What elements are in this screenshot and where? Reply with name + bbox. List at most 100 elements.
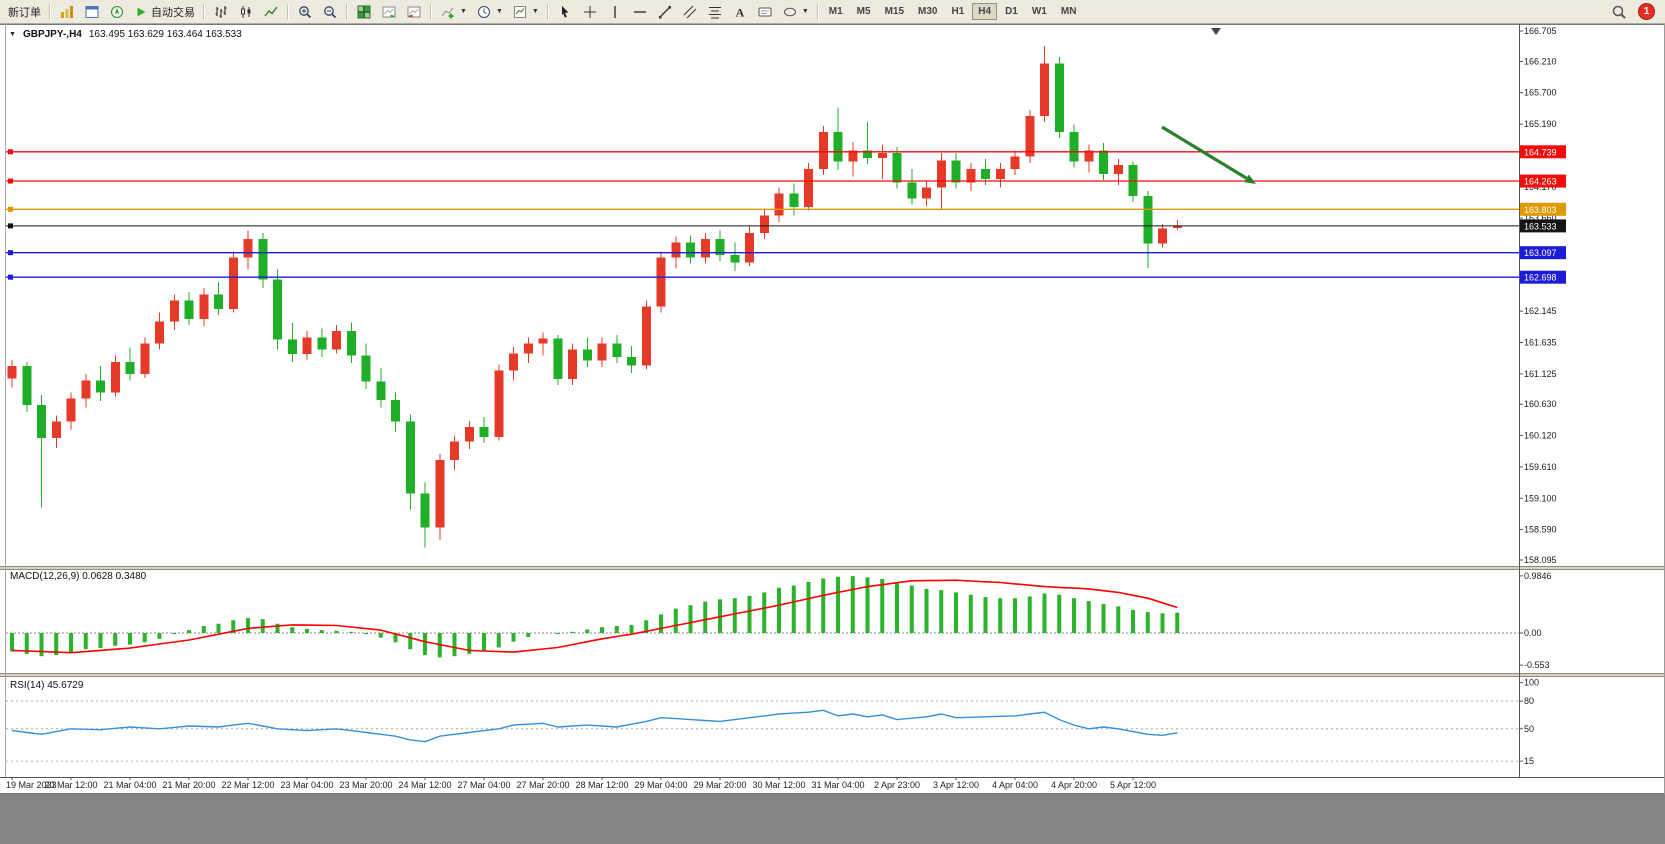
hline-handle[interactable] (8, 223, 13, 229)
timeframe-h4[interactable]: H4 (972, 3, 998, 20)
label-tool-button[interactable] (753, 2, 777, 22)
svg-text:163.803: 163.803 (1524, 205, 1557, 215)
auto-scroll-icon (381, 4, 397, 20)
pane-divider[interactable] (0, 673, 1665, 677)
svg-text:163.660: 163.660 (1524, 213, 1557, 223)
svg-text:29 Mar 20:00: 29 Mar 20:00 (693, 780, 746, 790)
indicators-icon (440, 4, 456, 20)
hline-handle[interactable] (8, 178, 13, 184)
text-icon: A (732, 4, 748, 20)
candlestick-chart-button[interactable] (234, 2, 258, 22)
autotrading-button[interactable]: 自动交易 (130, 2, 199, 22)
svg-text:159.100: 159.100 (1524, 493, 1557, 503)
zoom-out-button[interactable] (318, 2, 342, 22)
channel-icon (682, 4, 698, 20)
price-label-164.263 (1520, 174, 1566, 188)
timeframe-w1[interactable]: W1 (1026, 3, 1053, 20)
vertical-line-tool-button[interactable] (603, 2, 627, 22)
fibonacci-icon (707, 4, 723, 20)
svg-text:164.739: 164.739 (1524, 147, 1557, 157)
rsi-name: RSI(14) (10, 680, 45, 691)
macd-signal-value: 0.3480 (115, 571, 147, 582)
toolbar-separator (430, 3, 432, 20)
crosshair-tool-button[interactable] (578, 2, 602, 22)
chart-shift-marker[interactable] (1211, 28, 1221, 35)
search-icon (1611, 4, 1627, 20)
hline-handle[interactable] (8, 250, 13, 256)
zoom-in-button[interactable] (293, 2, 317, 22)
macd-indicator-label: MACD(12,26,9) 0.0628 0.3480 (10, 571, 146, 582)
toolbar-separator (546, 3, 549, 20)
cursor-tool-button[interactable] (553, 2, 577, 22)
autotrading-label: 自动交易 (151, 6, 195, 19)
new-order-button[interactable]: 新订单 (4, 2, 45, 22)
tile-windows-icon (356, 4, 372, 20)
timeframe-m30[interactable]: M30 (912, 3, 943, 20)
macd-name: MACD(12,26,9) (10, 571, 80, 582)
shapes-tool-button[interactable]: ▼ (778, 2, 813, 22)
svg-text:2 Apr 23:00: 2 Apr 23:00 (874, 780, 920, 790)
bar-chart-button[interactable] (209, 2, 233, 22)
timeframe-group: M1 M5 M15 M30 H1 H4 D1 W1 MN (823, 3, 1083, 20)
hline-handle[interactable] (8, 274, 13, 280)
market-watch-icon (59, 4, 75, 20)
hline-handle[interactable] (8, 206, 13, 212)
data-window-icon (84, 4, 100, 20)
timeframe-mn[interactable]: MN (1055, 3, 1083, 20)
periods-button[interactable]: ▼ (472, 2, 507, 22)
timeframe-h1[interactable]: H1 (945, 3, 970, 20)
trendline-tool-button[interactable] (653, 2, 677, 22)
toolbar-separator (49, 3, 51, 20)
bar-chart-icon (213, 4, 229, 20)
chart-canvas[interactable]: 166.705166.210165.700165.190164.170163.6… (0, 24, 1665, 794)
channel-tool-button[interactable] (678, 2, 702, 22)
auto-scroll-button[interactable] (377, 2, 401, 22)
svg-text:160.630: 160.630 (1524, 399, 1557, 409)
svg-text:161.635: 161.635 (1524, 338, 1557, 348)
trend-arrow-head[interactable] (1244, 174, 1256, 184)
price-label-162.698 (1520, 270, 1566, 284)
hline-handle[interactable] (8, 149, 13, 155)
timeframe-m5[interactable]: M5 (851, 3, 877, 20)
candlesticks (7, 46, 1182, 548)
horizontal-line-tool-button[interactable] (628, 2, 652, 22)
indicators-button[interactable]: ▼ (436, 2, 471, 22)
vertical-line-icon (607, 4, 623, 20)
pane-divider[interactable] (0, 566, 1665, 570)
svg-text:159.610: 159.610 (1524, 462, 1557, 472)
trendline-icon (657, 4, 673, 20)
toolbar-separator (816, 3, 819, 20)
market-watch-button[interactable] (55, 2, 79, 22)
chart-dropdown-icon[interactable]: ▼ (9, 31, 16, 38)
svg-text:160.120: 160.120 (1524, 431, 1557, 441)
svg-text:23 Mar 20:00: 23 Mar 20:00 (339, 780, 392, 790)
chevron-down-icon: ▼ (801, 8, 809, 15)
chevron-down-icon: ▼ (495, 8, 503, 15)
text-tool-button[interactable]: A (728, 2, 752, 22)
svg-text:5 Apr 12:00: 5 Apr 12:00 (1110, 780, 1156, 790)
rsi-indicator-label: RSI(14) 45.6729 (10, 680, 83, 691)
chart-shift-button[interactable] (402, 2, 426, 22)
timeframe-d1[interactable]: D1 (999, 3, 1024, 20)
svg-text:30 Mar 12:00: 30 Mar 12:00 (752, 780, 805, 790)
data-window-button[interactable] (80, 2, 104, 22)
price-label-163.533 (1520, 219, 1566, 233)
svg-text:15: 15 (1524, 756, 1534, 766)
timeframe-m15[interactable]: M15 (879, 3, 910, 20)
tile-windows-button[interactable] (352, 2, 376, 22)
rsi-value: 45.6729 (47, 680, 84, 691)
search-button[interactable] (1607, 2, 1631, 22)
timeframe-m1[interactable]: M1 (823, 3, 849, 20)
svg-text:23 Mar 04:00: 23 Mar 04:00 (280, 780, 333, 790)
line-chart-button[interactable] (259, 2, 283, 22)
fibonacci-tool-button[interactable] (703, 2, 727, 22)
svg-text:20 Mar 12:00: 20 Mar 12:00 (44, 780, 97, 790)
notification-badge[interactable]: 1 (1638, 3, 1655, 20)
svg-text:28 Mar 12:00: 28 Mar 12:00 (575, 780, 628, 790)
trend-arrow[interactable] (1161, 125, 1248, 180)
cursor-icon (557, 4, 573, 20)
navigator-button[interactable] (105, 2, 129, 22)
templates-button[interactable]: ▼ (508, 2, 543, 22)
svg-text:21 Mar 04:00: 21 Mar 04:00 (103, 780, 156, 790)
svg-text:A: A (735, 5, 744, 19)
